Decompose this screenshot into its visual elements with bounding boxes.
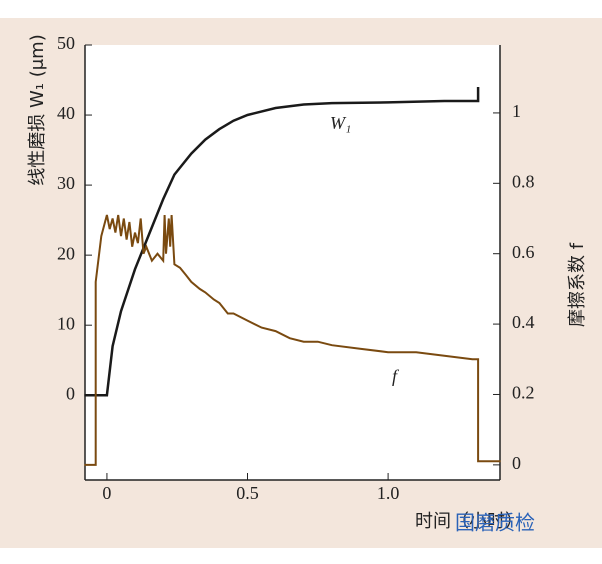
x-axis-label: 时间（小时） xyxy=(415,511,523,532)
y2-axis-label: 摩擦系数 f xyxy=(567,242,588,327)
y2-tick-label: 0 xyxy=(512,453,521,473)
x-tick-label: 0.5 xyxy=(236,483,259,503)
watermark: 国磨质检 xyxy=(455,511,535,535)
series-line xyxy=(84,87,480,397)
series-line xyxy=(84,214,501,466)
y-tick-label: 40 xyxy=(57,103,75,123)
y-tick-label: 30 xyxy=(57,173,75,193)
y-tick-label: 50 xyxy=(57,33,75,53)
y-axis-label: 线性磨损 W₁ (μm) xyxy=(27,34,48,186)
y-tick-label: 20 xyxy=(57,243,75,263)
series-label: f xyxy=(392,366,400,386)
y2-tick-label: 0.8 xyxy=(512,171,535,191)
y2-tick-label: 0.2 xyxy=(512,383,535,403)
x-tick-label: 1.0 xyxy=(377,483,400,503)
series-label: W₁ xyxy=(330,113,351,133)
y2-tick-label: 0.4 xyxy=(512,312,535,332)
plot-area xyxy=(85,45,500,480)
y-tick-label: 10 xyxy=(57,313,75,333)
x-tick-label: 0 xyxy=(102,483,111,503)
y2-tick-label: 0.6 xyxy=(512,242,535,262)
y-tick-label: 0 xyxy=(66,383,75,403)
y2-tick-label: 1 xyxy=(512,101,521,121)
